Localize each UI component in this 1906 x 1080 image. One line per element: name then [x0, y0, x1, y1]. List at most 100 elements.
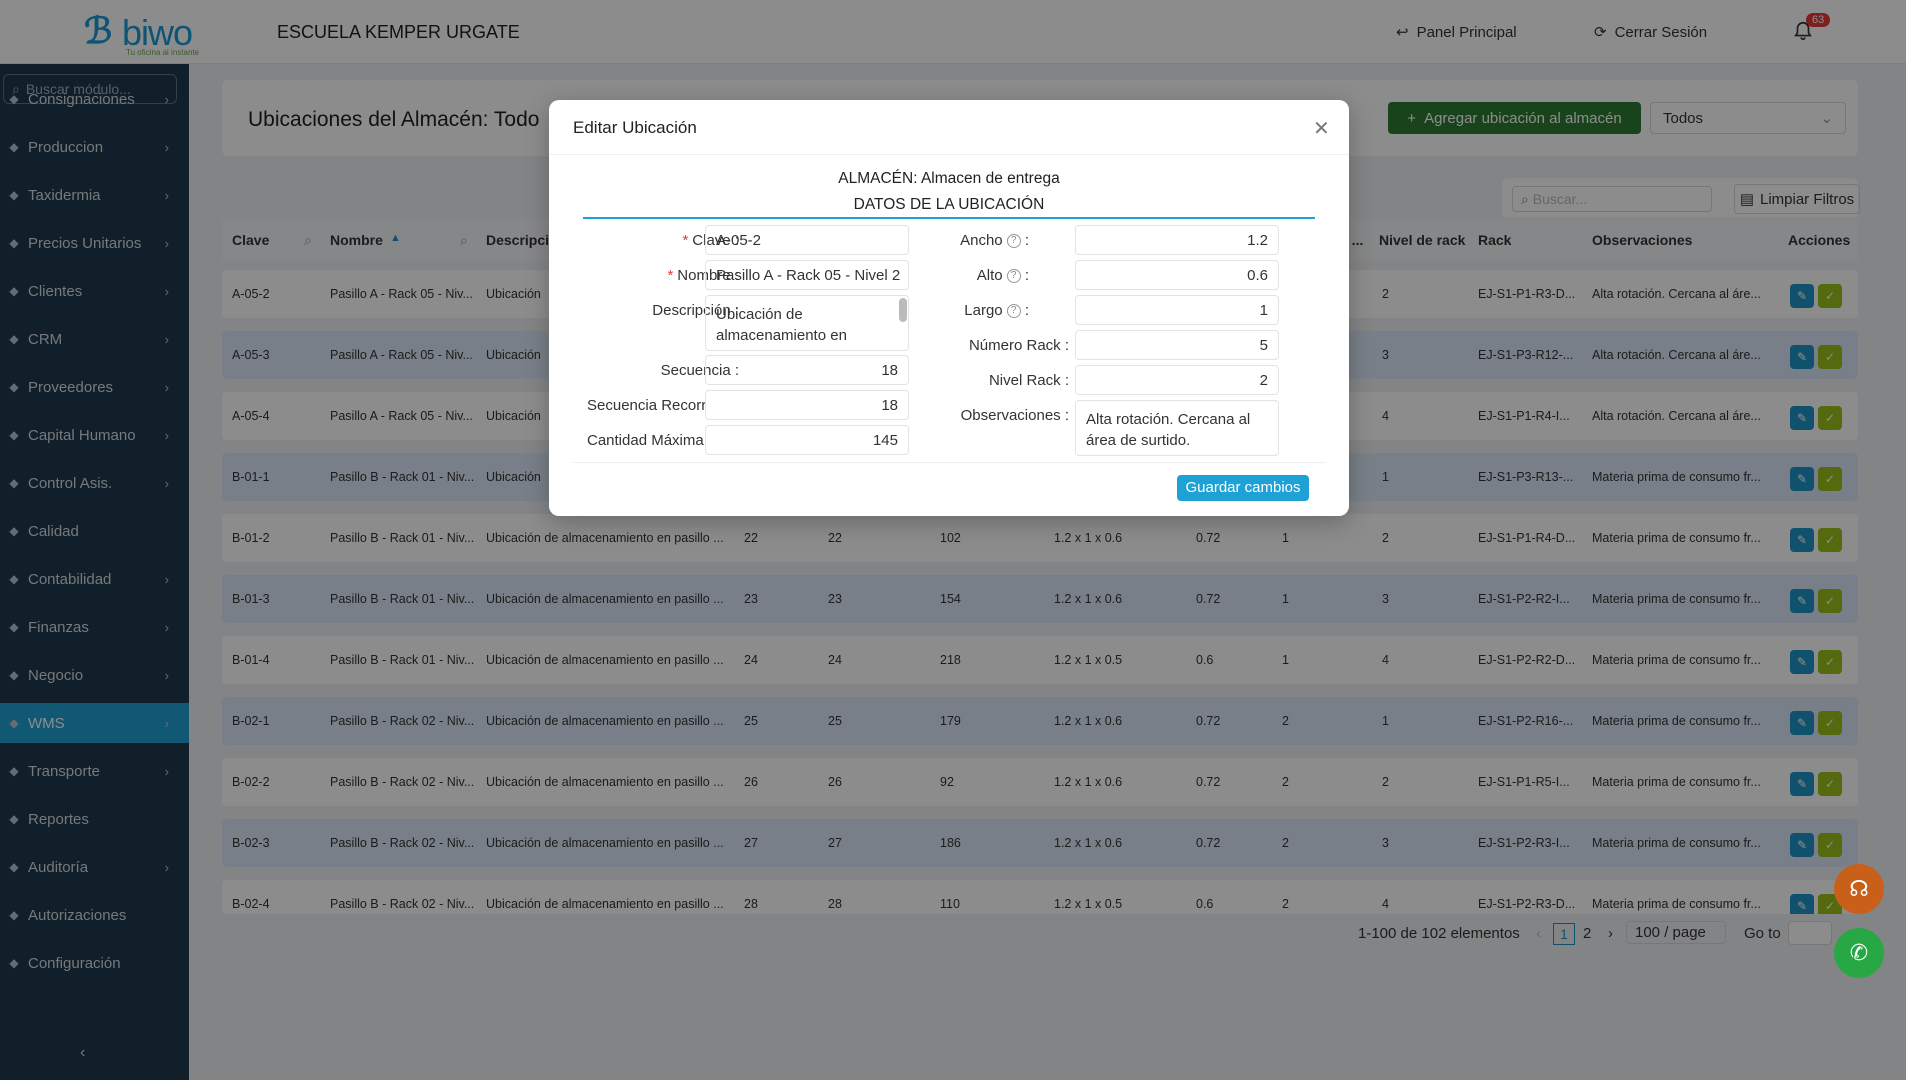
- clave-input[interactable]: A-05-2: [705, 225, 909, 255]
- close-icon[interactable]: ✕: [1313, 118, 1330, 140]
- help-icon[interactable]: ?: [1006, 234, 1021, 249]
- page-size-select[interactable]: 100 / page: [1626, 921, 1726, 944]
- sidebar-item-precios-unitarios[interactable]: ◆ Precios Unitarios ›: [0, 223, 189, 263]
- approve-icon[interactable]: ✓: [1818, 833, 1842, 857]
- edit-icon[interactable]: ✎: [1790, 406, 1814, 430]
- add-location-button[interactable]: + Agregar ubicación al almacén: [1388, 102, 1641, 134]
- nivel-rack-input[interactable]: 2: [1075, 365, 1279, 395]
- approve-icon[interactable]: ✓: [1818, 345, 1842, 369]
- col-nivel-rack[interactable]: Nivel de rack: [1379, 232, 1466, 248]
- approve-icon[interactable]: ✓: [1818, 711, 1842, 735]
- approve-icon[interactable]: ✓: [1818, 467, 1842, 491]
- chevron-right-icon: ›: [164, 571, 169, 587]
- sidebar-item-produccion[interactable]: ◆ Produccion ›: [0, 127, 189, 167]
- collapse-sidebar-icon[interactable]: ‹: [80, 1044, 86, 1061]
- sidebar-item-reportes[interactable]: ◆ Reportes: [0, 799, 189, 839]
- edit-icon[interactable]: ✎: [1790, 589, 1814, 613]
- sidebar-item-autorizaciones[interactable]: ◆ Autorizaciones: [0, 895, 189, 935]
- approve-icon[interactable]: ✓: [1818, 650, 1842, 674]
- logo[interactable]: ℬ biwo Tu oficina al instante: [84, 8, 214, 58]
- edit-icon[interactable]: ✎: [1790, 894, 1814, 914]
- edit-icon[interactable]: ✎: [1790, 467, 1814, 491]
- col-nombre[interactable]: Nombre: [330, 232, 383, 248]
- edit-icon[interactable]: ✎: [1790, 284, 1814, 308]
- edit-icon[interactable]: ✎: [1790, 345, 1814, 369]
- sidebar-item-auditor-a[interactable]: ◆ Auditoría ›: [0, 847, 189, 887]
- sidebar-item-calidad[interactable]: ◆ Calidad: [0, 511, 189, 551]
- search-icon[interactable]: ⌕: [304, 232, 312, 248]
- chevron-right-icon: ›: [164, 91, 169, 107]
- cantidad-maxima-input[interactable]: 145: [705, 425, 909, 455]
- cell-c5: 0.72: [1196, 531, 1221, 545]
- sidebar-item-proveedores[interactable]: ◆ Proveedores ›: [0, 367, 189, 407]
- approve-icon[interactable]: ✓: [1818, 284, 1842, 308]
- textarea-scrollbar[interactable]: [899, 298, 907, 322]
- table-row[interactable]: B-02-3 Pasillo B - Rack 02 - Niv... Ubicac…: [222, 819, 1858, 867]
- ancho-input[interactable]: 1.2: [1075, 225, 1279, 255]
- col-clave[interactable]: Clave: [232, 232, 270, 248]
- largo-input[interactable]: 1: [1075, 295, 1279, 325]
- edit-icon[interactable]: ✎: [1790, 650, 1814, 674]
- alto-input[interactable]: 0.6: [1075, 260, 1279, 290]
- page-1-button[interactable]: 1: [1553, 923, 1575, 945]
- bank-icon: ◆: [9, 572, 19, 586]
- numero-rack-input[interactable]: 5: [1075, 330, 1279, 360]
- warehouse-filter-select[interactable]: Todos ⌄: [1650, 102, 1846, 134]
- nombre-input[interactable]: Pasillo A - Rack 05 - Nivel 2: [705, 260, 909, 290]
- table-row[interactable]: B-02-4 Pasillo B - Rack 02 - Niv... Ubicac…: [222, 880, 1858, 914]
- col-descripcion[interactable]: Descripci: [486, 232, 550, 248]
- search-icon[interactable]: ⌕: [460, 232, 468, 248]
- table-row[interactable]: B-01-4 Pasillo B - Rack 01 - Niv... Ubicac…: [222, 636, 1858, 684]
- approve-icon[interactable]: ✓: [1818, 772, 1842, 796]
- goto-input[interactable]: [1788, 921, 1832, 945]
- next-page-icon[interactable]: ›: [1608, 925, 1613, 942]
- edit-icon[interactable]: ✎: [1790, 711, 1814, 735]
- secuencia-input[interactable]: 18: [705, 355, 909, 385]
- table-row[interactable]: B-02-1 Pasillo B - Rack 02 - Niv... Ubicac…: [222, 697, 1858, 745]
- table-row[interactable]: B-02-2 Pasillo B - Rack 02 - Niv... Ubicac…: [222, 758, 1858, 806]
- col-rack[interactable]: Rack: [1478, 232, 1512, 248]
- sort-icon[interactable]: ▲: [390, 232, 401, 244]
- sidebar-item-finanzas[interactable]: ◆ Finanzas ›: [0, 607, 189, 647]
- sidebar-item-taxidermia[interactable]: ◆ Taxidermia ›: [0, 175, 189, 215]
- table-row[interactable]: B-01-3 Pasillo B - Rack 01 - Niv... Ubicac…: [222, 575, 1858, 623]
- edit-icon[interactable]: ✎: [1790, 772, 1814, 796]
- sidebar-item-label: Capital Humano: [28, 426, 136, 444]
- logout-link[interactable]: ⟳ Cerrar Sesión: [1594, 23, 1707, 42]
- page-2-button[interactable]: 2: [1583, 925, 1592, 942]
- sidebar-item-transporte[interactable]: ◆ Transporte ›: [0, 751, 189, 791]
- approve-icon[interactable]: ✓: [1818, 589, 1842, 613]
- sidebar-item-control-asis-[interactable]: ◆ Control Asis. ›: [0, 463, 189, 503]
- descripcion-textarea[interactable]: Ubicación de almacenamiento en: [705, 295, 909, 351]
- table-row[interactable]: B-01-2 Pasillo B - Rack 01 - Niv... Ubicac…: [222, 514, 1858, 562]
- sidebar-item-contabilidad[interactable]: ◆ Contabilidad ›: [0, 559, 189, 599]
- clear-filters-button[interactable]: ▤ Limpiar Filtros: [1734, 184, 1860, 214]
- sidebar-item-wms[interactable]: ◆ WMS ›: [0, 703, 189, 743]
- alto-label: Alto? :: [976, 267, 1029, 284]
- cell-c3: 110: [940, 897, 960, 911]
- sidebar-item-consignaciones[interactable]: ◆ Consignaciones ›: [0, 79, 189, 119]
- edit-icon[interactable]: ✎: [1790, 833, 1814, 857]
- sidebar-item-capital-humano[interactable]: ◆ Capital Humano ›: [0, 415, 189, 455]
- approve-icon[interactable]: ✓: [1818, 528, 1842, 552]
- col-observaciones[interactable]: Observaciones: [1592, 232, 1693, 248]
- help-icon[interactable]: ?: [1006, 304, 1021, 319]
- table-search-input[interactable]: ⌕ Buscar...: [1512, 186, 1712, 212]
- sidebar-item-configuraci-n[interactable]: ◆ Configuración: [0, 943, 189, 983]
- sidebar-item-negocio[interactable]: ◆ Negocio ›: [0, 655, 189, 695]
- help-icon[interactable]: ?: [1006, 269, 1021, 284]
- edit-icon[interactable]: ✎: [1790, 528, 1814, 552]
- whatsapp-icon[interactable]: ✆: [1834, 928, 1884, 978]
- sidebar-item-crm[interactable]: ◆ CRM ›: [0, 319, 189, 359]
- observaciones-textarea[interactable]: Alta rotación. Cercana al área de surtid…: [1075, 400, 1279, 456]
- secuencia-recorrido-input[interactable]: 18: [705, 390, 909, 420]
- sidebar-item-clientes[interactable]: ◆ Clientes ›: [0, 271, 189, 311]
- approve-icon[interactable]: ✓: [1818, 406, 1842, 430]
- prev-page-icon[interactable]: ‹: [1536, 925, 1541, 942]
- save-changes-button[interactable]: Guardar cambios: [1177, 475, 1309, 501]
- panel-principal-link[interactable]: ↩ Panel Principal: [1396, 23, 1517, 42]
- eraser-icon: ▤: [1739, 191, 1754, 208]
- module-search-input[interactable]: ⌕ Buscar módulo...: [3, 74, 177, 104]
- cell-clave: B-01-4: [232, 653, 270, 667]
- support-headset-icon[interactable]: ☊: [1834, 864, 1884, 914]
